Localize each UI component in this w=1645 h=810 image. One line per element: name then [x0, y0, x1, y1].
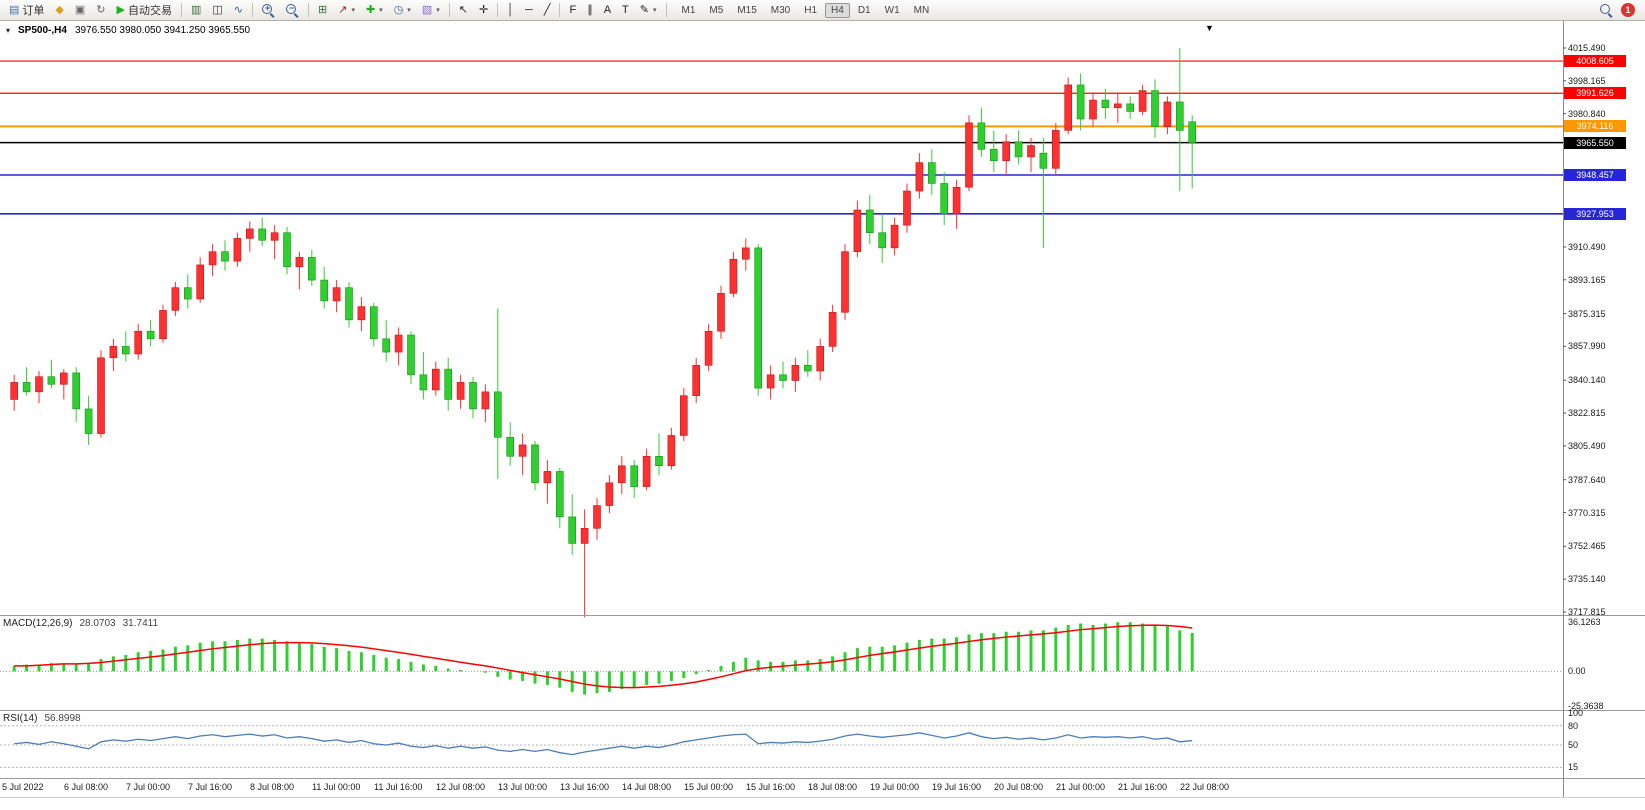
arrow-tool-icon[interactable]: T	[617, 0, 634, 20]
tile-windows-icon-glyph: ⊞	[318, 4, 328, 16]
zoom-out-glyph: −	[286, 3, 299, 17]
macd-panel-header: MACD(12,26,9) 28.0703 31.7411	[3, 618, 158, 629]
chart-title-bar: ▾ SP500-,H4 3976.550 3980.050 3941.250 3…	[6, 25, 250, 36]
print-icon[interactable]: ▣	[70, 0, 90, 20]
timeframe-button-m1[interactable]: M1	[681, 4, 696, 16]
rsi-panel-header: RSI(14) 56.8998	[3, 713, 81, 724]
auto-trading-button-label: 自动交易	[127, 5, 172, 17]
trendline-tool-icon[interactable]: ╱	[539, 0, 556, 20]
collapse-arrow-icon[interactable]: ▾	[6, 26, 11, 35]
vertical-line-tool-icon-glyph: │	[507, 4, 515, 16]
toolbar-separator	[308, 3, 309, 17]
auto-trading-glyph: ▶	[116, 4, 125, 16]
add-indicator-glyph: ✚	[365, 4, 376, 16]
toolbar-right-group: 1	[1600, 3, 1641, 17]
text-tool-icon-glyph: A	[603, 4, 612, 16]
macd-main-value: 28.0703	[79, 618, 116, 629]
search-icon[interactable]	[1600, 3, 1613, 17]
new-order-button[interactable]: ▤ 订单	[4, 0, 49, 20]
add-indicator-button[interactable]: ✚ ▾	[361, 0, 388, 20]
crosshair-tool-icon[interactable]: ✛	[474, 0, 493, 20]
symbol-period-label: SP500-,H4	[18, 25, 67, 36]
refresh-icon[interactable]: ↻	[91, 0, 110, 20]
timeframe-button-d1[interactable]: D1	[857, 4, 871, 16]
text-tool-icon[interactable]: A	[599, 0, 616, 20]
add-indicator-button-dropdown-icon[interactable]: ▾	[379, 7, 383, 14]
shapes-tool-icon-dropdown-icon[interactable]: ▾	[653, 7, 657, 14]
periods-button-dropdown-icon[interactable]: ▾	[407, 7, 411, 14]
indicators-icon-dropdown-icon[interactable]: ▾	[351, 7, 355, 14]
rsi-value: 56.8998	[44, 713, 81, 724]
bar-chart-icon[interactable]: ▥	[186, 0, 206, 20]
channel-tool-icon-glyph: ∥	[587, 4, 593, 16]
zoom-in-glyph: +	[262, 3, 275, 17]
periods-button[interactable]: ◷ ▾	[389, 0, 416, 20]
crosshair-tool-icon-glyph: ✛	[478, 4, 489, 16]
rsi-label: RSI(14)	[3, 713, 38, 724]
toolbar-separator	[559, 3, 561, 17]
chart-shift-marker-icon[interactable]: ▼	[1205, 23, 1214, 33]
cursor-tool-icon-glyph: ↖	[458, 4, 468, 16]
channel-tool-icon[interactable]: ∥	[582, 0, 598, 20]
horizontal-line-tool-icon[interactable]: ─	[520, 0, 538, 20]
candlestick-chart-icon-glyph: ◫	[212, 4, 223, 16]
fibonacci-tool-icon-glyph: F	[569, 4, 577, 16]
indicators-icon[interactable]: ↗ ▾	[333, 0, 360, 20]
trendline-tool-icon-glyph: ╱	[543, 4, 551, 16]
vertical-line-tool-icon[interactable]: │	[502, 0, 519, 20]
shapes-tool-icon[interactable]: ✎ ▾	[635, 0, 662, 20]
timeframe-button-m30[interactable]: M30	[770, 4, 791, 16]
indicators-icon-glyph: ↗	[338, 4, 348, 16]
refresh-icon-glyph: ↻	[96, 4, 106, 16]
timeframe-button-mn[interactable]: MN	[913, 4, 930, 16]
shapes-tool-icon-glyph: ✎	[639, 4, 649, 16]
templates-glyph: ▧	[421, 4, 433, 16]
timeframe-button-h4[interactable]: H4	[825, 2, 850, 18]
macd-label: MACD(12,26,9)	[3, 618, 73, 629]
main-toolbar: ▤ 订单 ◆ ▣ ↻ ▶ 自动交易 ▥ ◫ ∿ + − ⊞ ↗ ▾ ✚ ▾ ◷ ▾ ▧ ▾ ↖ ✛ │ ─ ╱ F ∥ A T ✎ ▾ M1 M…	[0, 0, 1645, 21]
toolbar-separator	[180, 3, 182, 17]
tile-windows-icon[interactable]: ⊞	[313, 0, 332, 20]
toolbar-separator	[252, 3, 253, 17]
sound-alert-icon[interactable]: ◆	[50, 0, 68, 20]
timeframe-button-w1[interactable]: W1	[884, 4, 900, 16]
toolbar-separator	[448, 3, 450, 17]
ohlc-values-label: 3976.550 3980.050 3941.250 3965.550	[74, 25, 251, 36]
templates-button-dropdown-icon[interactable]: ▾	[436, 7, 440, 14]
arrow-tool-icon-glyph: T	[622, 4, 629, 16]
toolbar-button-group: ▤ 订单 ◆ ▣ ↻ ▶ 自动交易 ▥ ◫ ∿ + − ⊞ ↗ ▾ ✚ ▾ ◷ ▾ ▧ ▾ ↖ ✛ │ ─ ╱ F ∥ A T ✎ ▾	[4, 0, 670, 20]
timeframe-group: M1 M5 M15 M30 H1 H4 D1 W1 MN	[676, 2, 936, 18]
candlestick-chart-icon[interactable]: ◫	[207, 0, 227, 20]
templates-button[interactable]: ▧ ▾	[417, 0, 445, 20]
new-order-button-label: 订单	[22, 5, 45, 17]
zoom-out-icon[interactable]: −	[281, 0, 304, 20]
timeframe-button-h1[interactable]: H1	[804, 4, 818, 16]
macd-signal-value: 31.7411	[122, 618, 159, 629]
sound-alert-icon-glyph: ◆	[55, 4, 64, 16]
line-chart-icon[interactable]: ∿	[229, 0, 248, 20]
fibonacci-tool-icon[interactable]: F	[564, 0, 581, 20]
line-chart-icon-glyph: ∿	[233, 4, 243, 16]
toolbar-separator	[497, 3, 499, 17]
print-icon-glyph: ▣	[74, 4, 86, 16]
horizontal-line-tool-icon-glyph: ─	[525, 4, 533, 16]
bar-chart-icon-glyph: ▥	[190, 4, 202, 16]
cursor-tool-icon[interactable]: ↖	[454, 0, 473, 20]
new-order-glyph: ▤	[9, 4, 20, 16]
notification-badge[interactable]: 1	[1621, 3, 1635, 17]
toolbar-separator	[665, 3, 667, 17]
periods-glyph: ◷	[393, 4, 404, 16]
timeframe-button-m5[interactable]: M5	[709, 4, 724, 16]
timeframe-button-m15[interactable]: M15	[737, 4, 757, 16]
auto-trading-button[interactable]: ▶ 自动交易	[112, 0, 177, 20]
zoom-in-icon[interactable]: +	[257, 0, 280, 20]
